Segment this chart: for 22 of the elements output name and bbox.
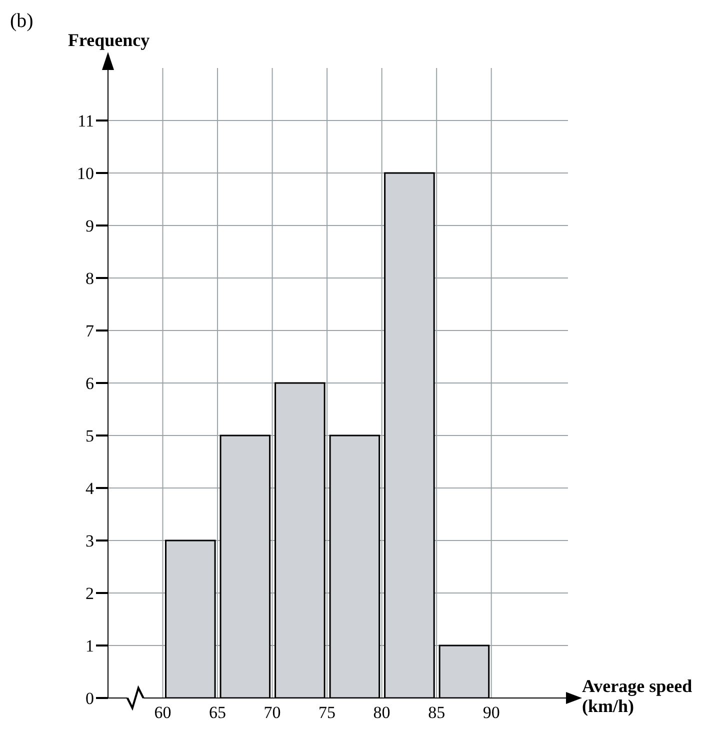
x-tick-label: 60 [154,703,172,722]
x-tick-label: 70 [264,703,281,722]
x-tick-label: 85 [428,703,446,722]
y-tick-label: 1 [86,636,94,656]
x-tick-label: 90 [482,703,500,722]
y-tick-label: 0 [86,689,94,708]
x-tick-label: 80 [373,703,390,722]
x-tick-label: 65 [209,703,226,722]
x-axis-title: Average speed (km/h) [582,676,694,716]
y-tick-label: 11 [78,112,94,131]
y-tick-label: 2 [86,584,94,604]
y-tick-label: 8 [86,269,94,288]
y-tick-label: 5 [86,426,94,446]
y-tick-label: 7 [86,322,94,341]
y-tick-label: 10 [77,164,94,184]
x-tick-label: 75 [318,703,336,722]
text: (b) [10,10,34,33]
y-tick-label: 6 [86,374,94,394]
y-tick-label: 3 [86,532,94,551]
y-axis-title: Frequency [68,30,150,51]
y-tick-label: 9 [86,216,94,236]
y-tick-label: 4 [86,479,94,498]
